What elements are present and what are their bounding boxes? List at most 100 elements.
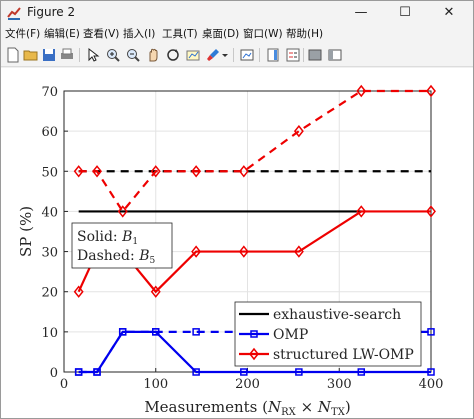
annotation-box: Solid: B1 Dashed: B5 [71,222,173,269]
annotation-frame [71,222,173,269]
diamond-marker [191,165,202,178]
square-marker [192,368,200,376]
square-marker [93,368,101,376]
brush-icon[interactable] [205,47,221,63]
x-axis-label-nrx-sub: RX [281,407,297,418]
x-axis-label-ntx-sub: TX [331,407,346,418]
diamond-marker [238,245,249,258]
legend-label: exhaustive-search [273,307,401,323]
y-tick-label: 60 [41,125,58,140]
square-marker [250,330,258,338]
minimize-button[interactable]: — [354,5,368,20]
square-marker [118,328,127,336]
legend-entry: OMP [239,327,308,343]
x-axis-label-times: × [296,398,318,416]
annotation-dashed-label: Dashed: [77,248,139,264]
x-tick-label: 200 [235,377,260,392]
data-cursor-icon[interactable] [185,47,201,63]
title-bar[interactable]: Figure 2 — ☐ ✕ [1,1,473,25]
menu-bar: 文件(F) 编辑(E) 查看(V) 插入(I) 工具(T) 桌面(D) 窗口(W… [1,25,473,43]
menu-tools[interactable]: 工具(T) [162,28,198,40]
diamond-marker [238,165,249,178]
square-marker [295,368,303,376]
diamond-marker [150,165,161,178]
menu-view[interactable]: 查看(V) [83,28,120,40]
square-marker [357,368,366,376]
annotation-dashed-symbol: B [138,248,149,264]
legend-entry: structured LW-OMP [239,347,414,363]
new-figure-icon[interactable] [5,47,21,63]
menu-help[interactable]: 帮助(H) [286,28,324,40]
square-marker [74,368,83,376]
diamond-marker [117,205,128,218]
x-axis-label-main: Measurements ( [144,398,268,416]
menu-file[interactable]: 文件(F) [5,28,41,40]
maximize-button[interactable]: ☐ [399,5,411,20]
matlab-figure-icon [7,7,21,20]
edit-pointer-icon[interactable] [85,47,101,63]
open-file-icon[interactable] [23,47,39,63]
rotate-3d-icon[interactable] [165,47,181,63]
annotation-dashed-text: Dashed: B5 [77,248,155,266]
y-tick-label: 0 [50,366,58,381]
pan-icon[interactable] [145,47,161,63]
x-axis-label-nrx: N [267,398,282,416]
zoom-in-icon[interactable] [105,47,121,63]
diamond-marker [73,285,84,298]
square-marker [427,368,435,376]
diamond-marker [426,84,436,98]
y-tick-label: 50 [41,165,58,180]
y-axis-label: SP (%) [17,206,35,257]
zoom-out-icon[interactable] [125,47,141,63]
window-title: Figure 2 [27,5,76,19]
print-icon[interactable] [59,47,75,63]
toolbar-separator [259,48,260,62]
series-structured-lw-omp-dashed [73,84,436,218]
annotation-solid-subscript: 1 [132,237,138,247]
diamond-marker [150,285,161,298]
diamond-marker [426,205,436,218]
x-axis-label-ntx: N [317,398,332,416]
y-tick-label: 70 [41,85,58,100]
save-icon[interactable] [41,47,57,63]
close-button[interactable]: ✕ [443,5,455,20]
brush-dropdown-chevron-icon[interactable] [221,47,229,63]
menu-edit[interactable]: 编辑(E) [44,28,80,40]
y-tick-label: 40 [41,205,58,220]
annotation-solid-label: Solid: [77,229,122,245]
insert-colorbar-icon[interactable] [265,47,281,63]
square-marker [152,328,160,336]
legend-entry: exhaustive-search [239,307,401,323]
toolbar-separator [79,48,80,62]
show-plot-tools-icon[interactable] [327,47,343,63]
square-marker [240,368,248,376]
toolbar-separator [233,48,234,62]
diamond-marker [92,165,102,178]
diamond-marker [191,245,202,258]
x-axis-label: Measurements (NRX × NTX) [144,398,350,418]
menu-desktop[interactable]: 桌面(D) [202,28,240,40]
ticks: 0 100 200 300 400 0 10 20 30 40 50 60 70 [41,85,443,392]
diamond-marker [293,124,304,138]
link-plot-icon[interactable] [239,47,255,63]
line-chart: 0 100 200 300 400 0 10 20 30 40 50 60 70 SP (%) Meas… [17,84,443,418]
menu-window[interactable]: 窗口(W) [243,28,283,40]
series-line [78,89,431,214]
x-tick-label: 400 [419,377,444,392]
annotation-solid-text: Solid: B1 [77,229,138,247]
menu-insert[interactable]: 插入(I) [123,28,156,40]
hide-plot-tools-icon[interactable] [307,47,323,63]
diamond-marker [356,84,367,98]
annotation-dashed-subscript: 5 [149,256,155,266]
square-marker [192,328,200,336]
diamond-marker [293,245,304,258]
toolbar-separator [303,48,304,62]
insert-legend-icon[interactable] [285,47,301,63]
legend-label: structured LW-OMP [273,347,414,363]
legend[interactable]: exhaustive-search OMP structured LW-OMP [234,301,422,367]
square-marker [427,328,435,336]
y-tick-label: 30 [41,246,58,261]
annotation-solid-symbol: B [121,229,132,245]
x-tick-label: 0 [60,377,68,392]
